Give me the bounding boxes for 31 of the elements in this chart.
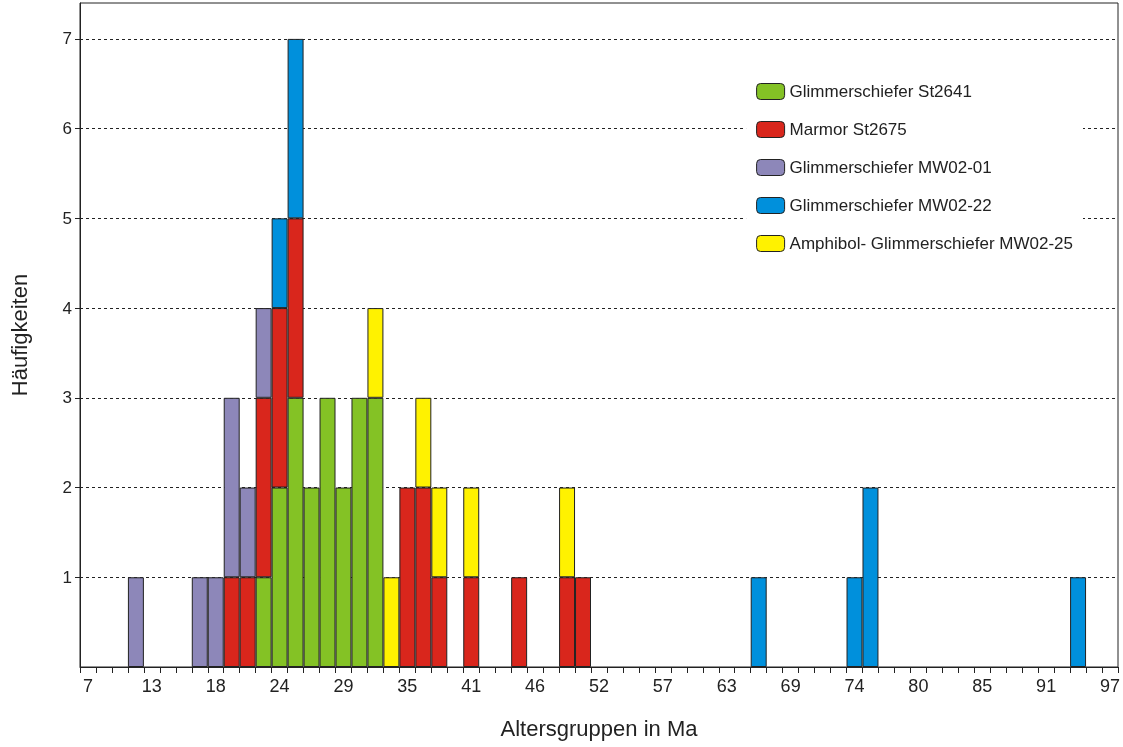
x-tick-label: 52 bbox=[588, 676, 610, 696]
x-tick-label: 35 bbox=[397, 676, 418, 696]
x-tick-label: 7 bbox=[82, 676, 93, 696]
x-tick-label: 97 bbox=[1100, 676, 1121, 696]
x-tick-label: 18 bbox=[205, 676, 226, 696]
x-tick-label: 91 bbox=[1036, 676, 1057, 696]
x-tick-label: 74 bbox=[844, 676, 865, 696]
x-tick-label: 85 bbox=[972, 676, 993, 696]
legend-label: Glimmerschiefer St2641 bbox=[789, 82, 972, 101]
y-axis-title: Häufigkeiten bbox=[6, 273, 32, 397]
x-tick-label: 63 bbox=[716, 676, 737, 696]
y-tick-label: 7 bbox=[62, 29, 72, 49]
y-tick-label: 3 bbox=[62, 388, 72, 408]
x-tick-label: 80 bbox=[908, 676, 929, 696]
x-tick-label: 41 bbox=[461, 676, 482, 696]
legend-label: Glimmerschiefer MW02-22 bbox=[789, 196, 992, 215]
x-tick-label: 69 bbox=[780, 676, 801, 696]
legend-label: Marmor St2675 bbox=[789, 120, 907, 139]
legend-label: Glimmerschiefer MW02-01 bbox=[789, 158, 992, 177]
y-tick-label: 2 bbox=[62, 478, 72, 498]
x-tick-label: 46 bbox=[525, 676, 546, 696]
x-tick-label: 57 bbox=[652, 676, 673, 696]
x-tick-label: 13 bbox=[141, 676, 162, 696]
y-tick-label: 6 bbox=[62, 119, 72, 139]
x-tick-label: 29 bbox=[333, 676, 354, 696]
x-axis-title: Altersgruppen in Ma bbox=[500, 715, 699, 741]
x-tick-label: 24 bbox=[269, 676, 290, 696]
y-tick-label: 4 bbox=[62, 298, 72, 318]
legend-label: Amphibol- Glimmerschiefer MW02-25 bbox=[789, 234, 1073, 253]
y-tick-label: 1 bbox=[62, 567, 72, 587]
y-tick-label: 5 bbox=[62, 208, 72, 228]
